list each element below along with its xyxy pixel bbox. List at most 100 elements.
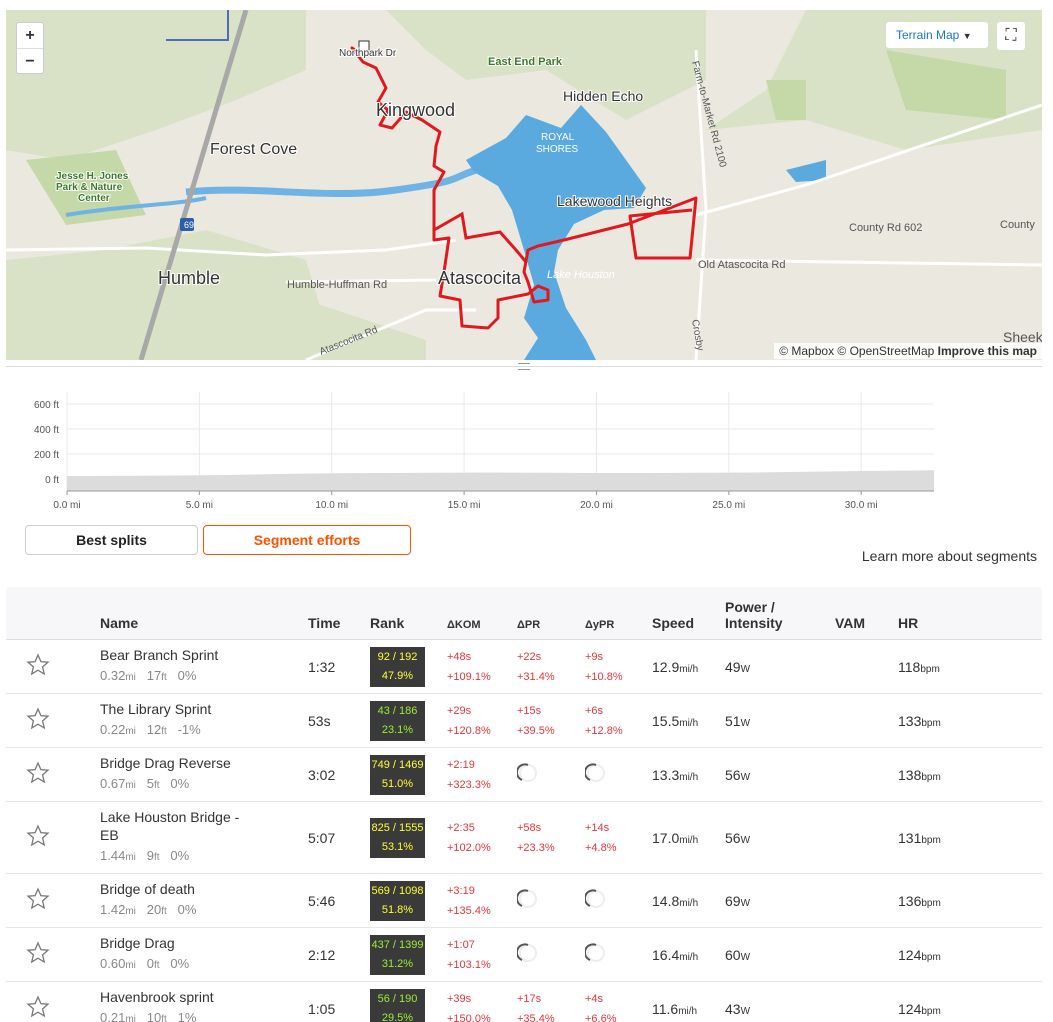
power: 60	[725, 946, 741, 963]
speed: 13.3	[652, 766, 680, 783]
delta: +22s +31.4%	[517, 647, 585, 687]
star-button[interactable]	[26, 761, 50, 785]
unit: mi/h	[679, 834, 699, 846]
tab-best-splits[interactable]: Best splits	[25, 525, 198, 555]
delta-pct: +31.4%	[517, 670, 555, 683]
star-icon	[26, 761, 50, 784]
star-button[interactable]	[26, 653, 50, 677]
improve-link[interactable]: Improve this map	[937, 344, 1037, 358]
hr-cell: 124bpm	[898, 1001, 1036, 1017]
segment-name[interactable]: Lake Houston Bridge - EB	[100, 809, 240, 843]
segment-meta: 1.44mi 9ft 0%	[100, 847, 250, 867]
segment-meta: 1.42mi 20ft 0%	[100, 901, 250, 921]
heart-rate: 131	[898, 829, 922, 846]
delta-time: +39s	[447, 992, 472, 1005]
unit: mi	[125, 906, 136, 917]
segment-name[interactable]: The Library Sprint	[100, 701, 212, 717]
rank: 825 / 1555	[371, 821, 424, 834]
zoom-controls: + −	[16, 22, 44, 74]
time: 5:07	[308, 829, 336, 846]
pr-cell: +22s +31.4%	[517, 647, 585, 687]
x-tick-label: 30.0 mi	[845, 500, 878, 510]
resize-handle[interactable]	[518, 363, 530, 370]
pr-cell	[515, 762, 585, 787]
speed: 15.5	[652, 712, 680, 729]
segment-name-wrap: Bear Branch Sprint 0.32mi 17ft 0%	[100, 640, 250, 693]
header-cell: HR	[898, 615, 919, 631]
segment-name[interactable]: Bridge Drag Reverse	[100, 755, 231, 771]
rank-pct: 47.9%	[381, 669, 414, 682]
rank-pct: 51.0%	[381, 777, 414, 790]
delta-time: +17s	[517, 992, 542, 1005]
rank-cell: 56 / 190 29.5%	[370, 988, 447, 1022]
ypr-cell: +14s +4.8%	[585, 818, 652, 858]
delta-time: +3:19	[447, 884, 475, 897]
delta-time: +4s	[585, 992, 604, 1005]
segment-name-wrap: Lake Houston Bridge - EB 1.44mi 9ft 0%	[100, 802, 250, 873]
speed-cell: 11.6mi/h	[652, 1001, 725, 1017]
delta: +39s +150.0%	[447, 989, 517, 1022]
star-cell	[6, 824, 100, 851]
map-label: Humble	[158, 268, 220, 288]
segment-name[interactable]: Bridge Drag	[100, 935, 175, 951]
unit: W	[740, 717, 751, 729]
segment-name[interactable]: Bear Branch Sprint	[100, 647, 219, 663]
grade: -1%	[177, 722, 201, 737]
loading-spinner	[515, 763, 537, 782]
map-label: Atascocita	[438, 268, 522, 288]
delta-pct: +23.3%	[517, 841, 555, 854]
segments-table: Name Time Rank ΔKOM ΔPR ΔyPR Speed Power / Inte…	[6, 587, 1042, 1022]
rank: 569 / 1098	[371, 884, 424, 897]
rank-box: 569 / 1098 51.8%	[370, 880, 425, 921]
fullscreen-button[interactable]: ⛶	[997, 22, 1025, 50]
header-cell: ΔyPR	[585, 619, 615, 631]
name-cell: Havenbrook sprint 0.21mi 10ft 1%	[100, 982, 308, 1022]
star-button[interactable]	[26, 707, 50, 731]
rank-cell: 43 / 186 23.1%	[370, 700, 447, 741]
layer-select[interactable]: Terrain Map ▼	[886, 22, 988, 48]
power-cell: 69W	[725, 893, 835, 909]
kom-cell: +48s +109.1%	[447, 647, 517, 687]
unit: ft	[153, 780, 160, 791]
star-icon	[26, 707, 50, 730]
zoom-out[interactable]: −	[25, 53, 35, 70]
segment-name[interactable]: Havenbrook sprint	[100, 989, 214, 1005]
hr-cell: 138bpm	[898, 767, 1036, 783]
rank-cell: 569 / 1098 51.8%	[370, 880, 447, 921]
rank-pct: 23.1%	[381, 723, 414, 736]
power: 43	[725, 1000, 741, 1017]
map-label: Center	[78, 193, 110, 204]
ypr-cell	[583, 762, 652, 787]
ypr-cell: +6s +12.8%	[585, 701, 652, 741]
speed: 12.9	[652, 658, 680, 675]
star-button[interactable]	[26, 941, 50, 965]
delta-time: +9s	[585, 650, 604, 663]
distance: 0.22	[100, 722, 126, 737]
map[interactable]: Kingwood Forest Cove Hidden Echo East End P…	[6, 10, 1042, 360]
segment-row: Havenbrook sprint 0.21mi 10ft 1% 1:05 56 / …	[6, 982, 1042, 1022]
unit: ft	[161, 726, 167, 737]
unit: bpm	[921, 897, 941, 909]
unit: ft	[153, 852, 160, 863]
rank-pct: 31.2%	[381, 957, 414, 970]
map-label: County	[1000, 219, 1035, 231]
star-button[interactable]	[26, 824, 50, 848]
tab-segment-efforts[interactable]: Segment efforts	[203, 525, 411, 555]
star-button[interactable]	[26, 887, 50, 911]
star-button[interactable]	[26, 995, 50, 1019]
delta: +15s +39.5%	[517, 701, 585, 741]
zoom-in[interactable]: +	[17, 23, 43, 49]
name-cell: The Library Sprint 0.22mi 12ft -1%	[100, 694, 308, 747]
learn-more-link[interactable]: Learn more about segments	[861, 548, 1037, 564]
delta-pct: +39.5%	[517, 724, 555, 737]
rank-cell: 749 / 1469 51.0%	[370, 754, 447, 795]
spinner-track	[587, 944, 605, 962]
segment-name[interactable]: Bridge of death	[100, 881, 195, 897]
distance: 0.32	[100, 668, 126, 683]
ypr-cell: +4s +6.6%	[585, 989, 652, 1022]
rank-box: 437 / 1399 31.2%	[370, 934, 425, 975]
kom-cell: +2:35 +102.0%	[447, 818, 517, 858]
name-cell: Bear Branch Sprint 0.32mi 17ft 0%	[100, 640, 308, 693]
header-cell: Time	[308, 615, 341, 631]
layer-label: Terrain Map	[896, 28, 960, 42]
